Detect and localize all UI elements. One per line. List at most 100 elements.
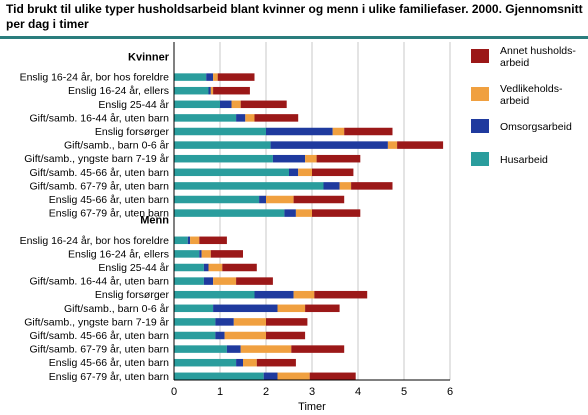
bar-segment	[203, 263, 209, 272]
bar-segment	[208, 263, 223, 272]
legend-swatch	[471, 49, 489, 63]
bar-segment	[174, 195, 260, 204]
bar-segment	[293, 290, 315, 299]
bar-segment	[174, 331, 216, 340]
bar-segment	[397, 141, 444, 149]
bar-segment	[289, 168, 299, 177]
bar-segment	[240, 345, 292, 353]
bar-segment	[174, 290, 255, 299]
category-label: Gift/samb., barn 0-6 år	[64, 140, 170, 152]
bar-segment	[224, 331, 266, 340]
bar-segment	[231, 100, 241, 109]
bar-segment	[174, 127, 266, 136]
bar-segment	[298, 168, 312, 177]
bar-segment	[174, 304, 214, 313]
bar-segment	[312, 209, 361, 217]
bar-segment	[210, 250, 243, 258]
x-tick-label: 5	[401, 386, 407, 398]
legend-swatch	[471, 87, 489, 101]
bar-segment	[312, 168, 354, 177]
bar-segment	[270, 141, 388, 149]
bar-segment	[174, 86, 209, 95]
category-label: Enslig 16-24 år, bor hos foreldre	[20, 235, 170, 247]
bar-segment	[344, 127, 393, 136]
x-tick-label: 1	[217, 386, 223, 398]
bar-segment	[174, 236, 188, 245]
bar-segment	[174, 277, 204, 285]
bar-segment	[263, 372, 278, 381]
bar-segment	[316, 154, 361, 163]
x-tick-label: 3	[309, 386, 315, 398]
category-label: Gift/samb. 45-66 år, uten barn	[30, 167, 170, 179]
bar-segment	[190, 236, 200, 245]
category-label: Enslig 16-24 år, bor hos foreldre	[20, 72, 170, 84]
bar-segment	[277, 304, 306, 313]
legend-label: Omsorgsarbeid	[500, 121, 572, 133]
group-label: Kvinner	[128, 52, 170, 64]
bar-segment	[254, 290, 294, 299]
bar-segment	[332, 127, 345, 136]
bar-segment	[254, 114, 299, 122]
bar-segment	[291, 345, 345, 353]
legend-label: Annet husholds-arbeid	[500, 45, 576, 69]
category-label: Gift/samb., barn 0-6 år	[64, 303, 170, 315]
title-divider	[0, 36, 588, 39]
category-label: Enslig 16-24 år, ellers	[68, 85, 169, 97]
x-tick-label: 4	[355, 386, 361, 398]
bar-segment	[210, 86, 214, 95]
bar-segment	[256, 358, 296, 367]
legend-label: Vedlikeholds-arbeid	[500, 83, 563, 107]
bar-segment	[293, 195, 345, 204]
bar-segment	[226, 345, 241, 353]
bar-segment	[295, 209, 312, 217]
category-label: Enslig 16-24 år, ellers	[68, 248, 169, 260]
bar-segment	[236, 277, 273, 285]
bar-segment	[245, 114, 255, 122]
bar-segment	[266, 331, 306, 340]
bar-segment	[266, 318, 308, 326]
legend-label: Husarbeid	[500, 154, 548, 166]
bar-segment	[213, 86, 250, 95]
x-tick-label: 2	[263, 386, 269, 398]
bar-segment	[233, 318, 266, 326]
bars	[174, 73, 444, 381]
legend-swatch	[471, 152, 489, 166]
x-tick-label: 0	[171, 386, 177, 398]
bar-segment	[174, 372, 264, 381]
bar-segment	[174, 345, 227, 353]
bar-segment	[174, 100, 220, 109]
bar-segment	[277, 372, 310, 381]
bar-segment	[201, 250, 211, 258]
category-label: Gift/samb. 16-44 år, uten barn	[30, 112, 170, 124]
bar-segment	[174, 318, 216, 326]
bar-segment	[266, 127, 333, 136]
category-label: Enslig 67-79 år, uten barn	[49, 371, 169, 383]
bar-segment	[174, 182, 324, 190]
bar-segment	[217, 73, 255, 81]
bar-segment	[236, 358, 243, 367]
category-labels: Kvinner Enslig 16-24 år, bor hos foreldre…	[20, 52, 170, 383]
bar-segment	[206, 73, 214, 81]
bar-segment	[272, 154, 306, 163]
bar-segment	[222, 263, 257, 272]
bar-segment	[174, 209, 285, 217]
bar-segment	[174, 154, 273, 163]
bar-segment	[174, 141, 271, 149]
bar-segment	[208, 86, 211, 95]
category-label: Enslig 45-66 år, uten barn	[49, 357, 169, 369]
bar-segment	[174, 168, 289, 177]
bar-segment	[351, 182, 393, 190]
bar-segment	[174, 263, 204, 272]
bar-segment	[266, 195, 294, 204]
category-label: Enslig 25-44 år	[98, 99, 169, 111]
category-label: Gift/samb. 16-44 år, uten barn	[30, 276, 170, 288]
chart-title: Tid brukt til ulike typer husholdsarbeid…	[6, 2, 583, 31]
bar-segment	[339, 182, 352, 190]
category-label: Enslig forsørger	[95, 289, 170, 301]
bar-segment	[213, 304, 278, 313]
bar-segment	[174, 73, 207, 81]
legend-swatch	[471, 119, 489, 133]
bar-segment	[305, 304, 340, 313]
bar-segment	[236, 114, 246, 122]
